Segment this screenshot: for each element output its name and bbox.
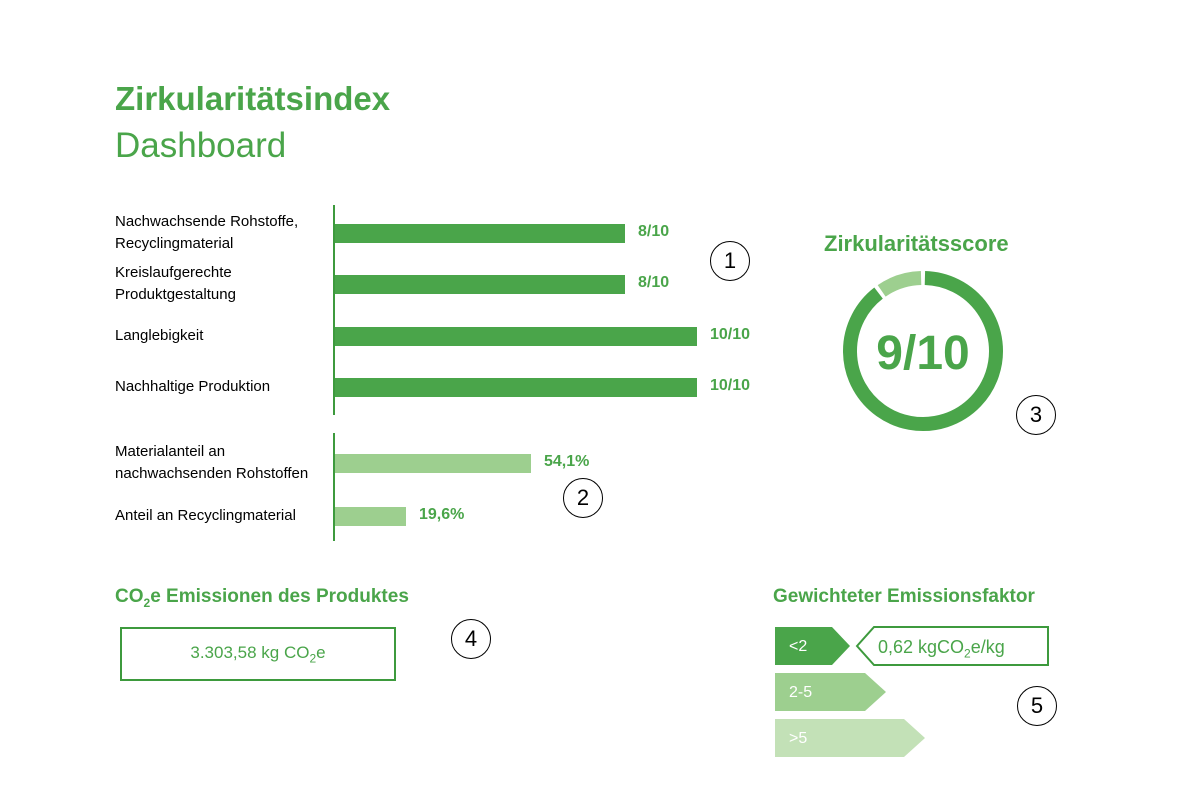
score-label: Langlebigkeit (115, 327, 204, 344)
score-value: 10/10 (710, 377, 751, 394)
share-value: 19,6% (419, 506, 465, 523)
emissions-title: CO2e Emissionen des Produktes (115, 586, 409, 610)
factor-scale (775, 626, 1049, 757)
score-donut: 9/10 (843, 271, 1003, 431)
score-bar (335, 275, 625, 294)
factor-category-3-arrow (775, 719, 925, 757)
score-label: Nachwachsende Rohstoffe, Recyclingmateri… (115, 213, 299, 252)
page-title: Zirkularitätsindex (115, 80, 391, 117)
share-bar (335, 507, 406, 526)
marker-5: 5 (1017, 686, 1057, 726)
marker-1: 1 (710, 241, 750, 281)
score-label: Kreislaufgerechte Produktgestaltung (115, 264, 236, 303)
share-value: 54,1% (544, 453, 590, 470)
score-value: 8/10 (638, 223, 670, 240)
score-chart-axis (333, 205, 335, 415)
page-subtitle: Dashboard (115, 126, 287, 165)
score-bar (335, 224, 625, 243)
score-arc-filled (843, 271, 1003, 431)
emissions-value: 3.303,58 kg CO2e (190, 642, 326, 666)
factor-category-1-arrow (775, 627, 850, 665)
factor-value: 0,62 kgCO2e/kg (878, 637, 1005, 661)
score-bar (335, 327, 697, 346)
score-bar (335, 378, 697, 397)
factor-category-3: >5 (789, 730, 808, 747)
share-label: Anteil an Recyclingmaterial (115, 507, 296, 524)
score-value: 10/10 (710, 326, 751, 343)
emissions-value-box: 3.303,58 kg CO2e (120, 627, 396, 681)
marker-4: 4 (451, 619, 491, 659)
factor-category-2-arrow (775, 673, 886, 711)
score-value: 9/10 (876, 327, 969, 380)
share-label: Materialanteil an nachwachsenden Rohstof… (115, 443, 309, 482)
factor-category-2: 2-5 (789, 684, 813, 701)
score-arc-remaining (877, 271, 922, 297)
share-chart-axis (333, 433, 335, 541)
factor-pointer-box (855, 626, 1049, 666)
factor-category-1: <2 (789, 638, 808, 655)
marker-2: 2 (563, 478, 603, 518)
factor-title: Gewichteter Emissionsfaktor (773, 586, 1035, 607)
marker-3: 3 (1016, 395, 1056, 435)
score-label: Nachhaltige Produktion (115, 378, 271, 395)
share-bar (335, 454, 531, 473)
score-title: Zirkularitätsscore (824, 231, 1009, 256)
score-value: 8/10 (638, 274, 670, 291)
